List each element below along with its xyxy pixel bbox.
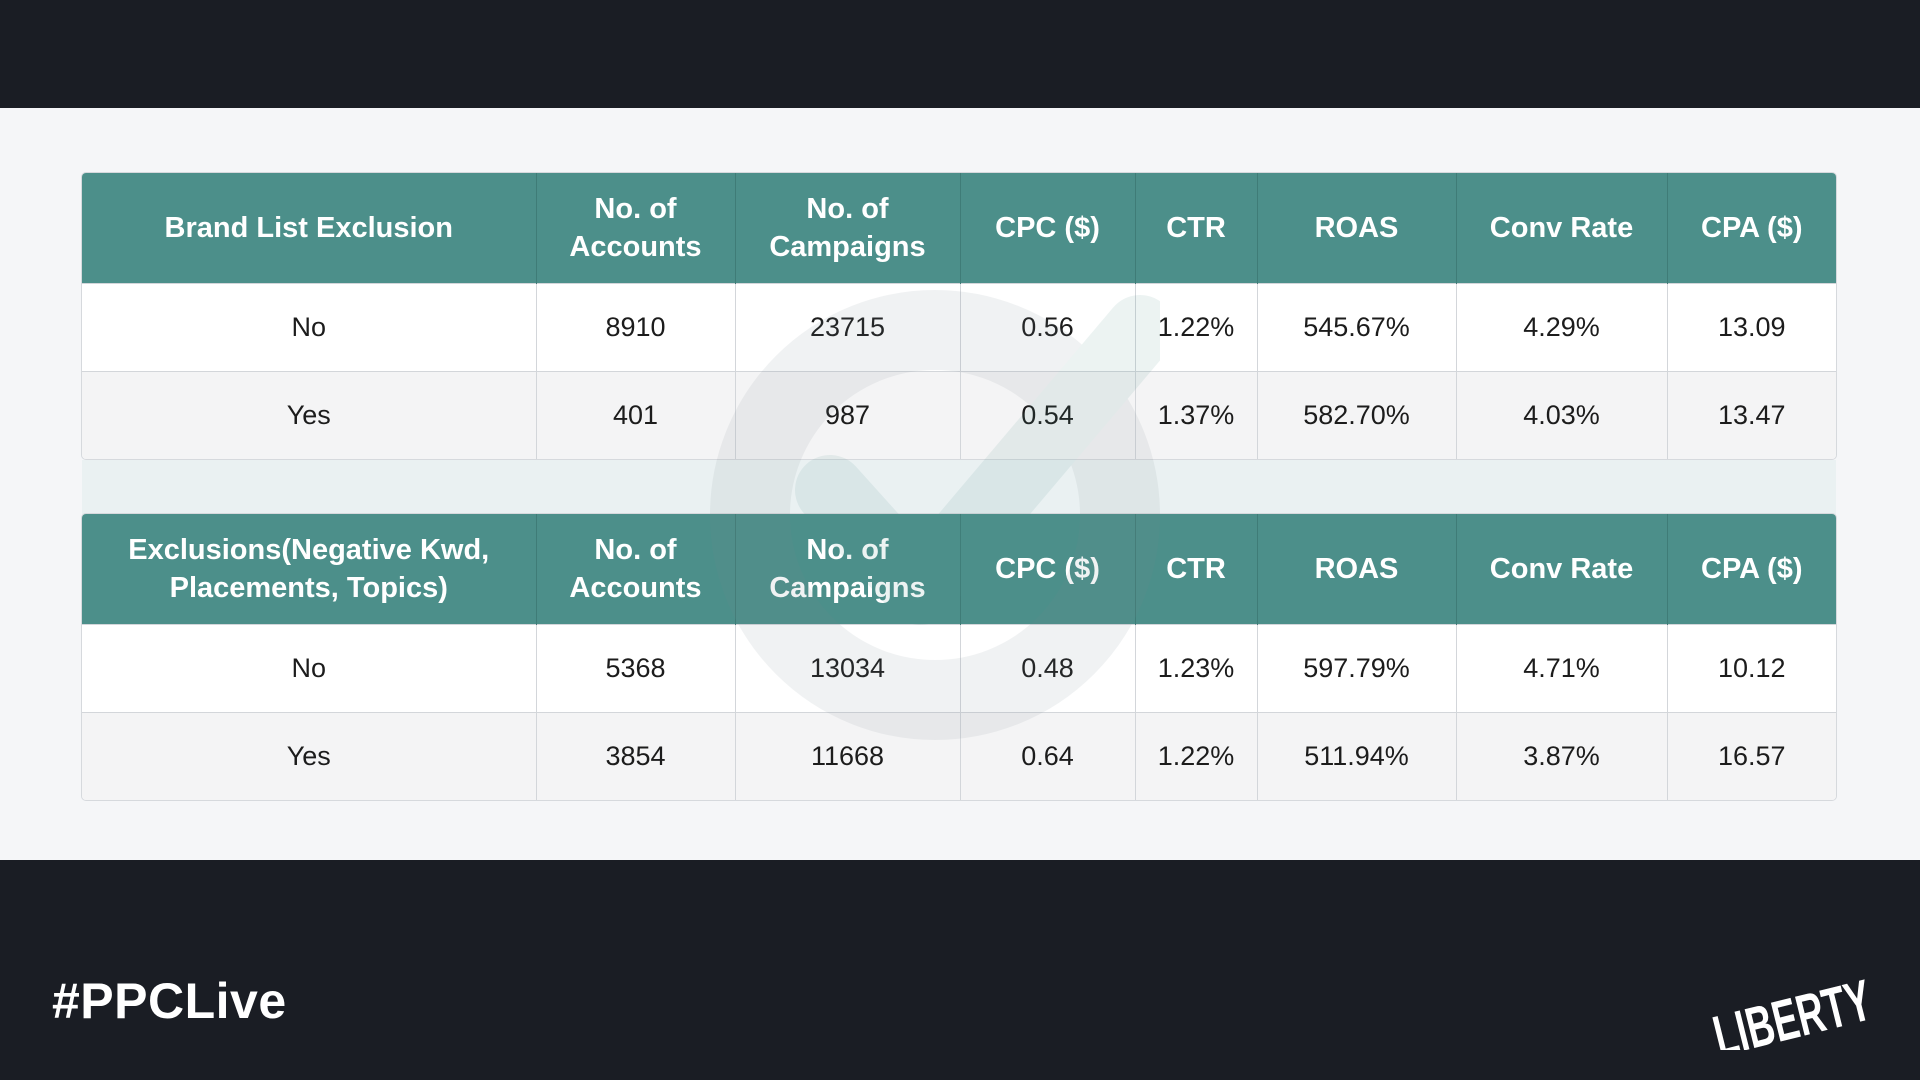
table-cell: 10.12 [1666, 624, 1836, 713]
column-header: CPA ($) [1666, 514, 1836, 625]
column-header: CPA ($) [1666, 173, 1836, 284]
table-cell: No [82, 624, 536, 713]
exclusions-table: Exclusions(Negative Kwd, Placements, Top… [82, 514, 1836, 800]
table-cell: 1.22% [1134, 283, 1257, 372]
column-header: ROAS [1256, 514, 1456, 625]
table-row: Yes 401 987 0.54 1.37% 582.70% 4.03% 13.… [82, 371, 1836, 459]
table-cell: 13.47 [1666, 371, 1836, 459]
table-gap-band [82, 460, 1836, 516]
table-cell: 1.23% [1134, 624, 1257, 713]
column-header: CPC ($) [959, 514, 1135, 625]
table-cell: 401 [535, 371, 735, 459]
table-cell: 5368 [535, 624, 735, 713]
column-header: No. of Campaigns [734, 173, 960, 284]
brand-list-exclusion-table: Brand List Exclusion No. of Accounts No.… [82, 173, 1836, 459]
top-bar [0, 0, 1920, 108]
table-cell: Yes [82, 712, 536, 800]
table-cell: 545.67% [1256, 283, 1456, 372]
hashtag-text: #PPCLive [52, 973, 287, 1029]
column-header: No. of Accounts [535, 514, 735, 625]
table-cell: 4.29% [1455, 283, 1667, 372]
table-cell: 3854 [535, 712, 735, 800]
column-header: Conv Rate [1455, 173, 1667, 284]
table-cell: 23715 [734, 283, 960, 372]
column-header: ROAS [1256, 173, 1456, 284]
table-cell: 511.94% [1256, 712, 1456, 800]
column-header: CPC ($) [959, 173, 1135, 284]
table-row: Yes 3854 11668 0.64 1.22% 511.94% 3.87% … [82, 712, 1836, 800]
table-cell: 0.56 [959, 283, 1135, 372]
tables-container: Brand List Exclusion No. of Accounts No.… [82, 173, 1836, 801]
column-header: CTR [1134, 173, 1257, 284]
column-header: No. of Accounts [535, 173, 735, 284]
logo-text: LIBERTY [1707, 968, 1878, 1050]
column-header: CTR [1134, 514, 1257, 625]
table-header-row: Exclusions(Negative Kwd, Placements, Top… [82, 514, 1836, 625]
table-row: No 8910 23715 0.56 1.22% 545.67% 4.29% 1… [82, 283, 1836, 372]
table-cell: 3.87% [1455, 712, 1667, 800]
table-cell: 0.64 [959, 712, 1135, 800]
table-cell: 582.70% [1256, 371, 1456, 459]
column-header: No. of Campaigns [734, 514, 960, 625]
table-cell: 8910 [535, 283, 735, 372]
table-cell: 597.79% [1256, 624, 1456, 713]
table-header-row: Brand List Exclusion No. of Accounts No.… [82, 173, 1836, 284]
column-header: Conv Rate [1455, 514, 1667, 625]
table-cell: 16.57 [1666, 712, 1836, 800]
table-cell: 0.54 [959, 371, 1135, 459]
table-cell: 4.03% [1455, 371, 1667, 459]
column-header: Exclusions(Negative Kwd, Placements, Top… [82, 514, 536, 625]
table-cell: 1.37% [1134, 371, 1257, 459]
table-cell: No [82, 283, 536, 372]
table-row: No 5368 13034 0.48 1.23% 597.79% 4.71% 1… [82, 624, 1836, 713]
table-cell: 13.09 [1666, 283, 1836, 372]
bottom-bar [0, 860, 1920, 1080]
table-cell: 1.22% [1134, 712, 1257, 800]
table-cell: 13034 [734, 624, 960, 713]
table-cell: 4.71% [1455, 624, 1667, 713]
table-cell: Yes [82, 371, 536, 459]
column-header: Brand List Exclusion [82, 173, 536, 284]
table-cell: 11668 [734, 712, 960, 800]
liberty-logo: LIBERTY [1707, 968, 1878, 1050]
table-cell: 987 [734, 371, 960, 459]
table-cell: 0.48 [959, 624, 1135, 713]
